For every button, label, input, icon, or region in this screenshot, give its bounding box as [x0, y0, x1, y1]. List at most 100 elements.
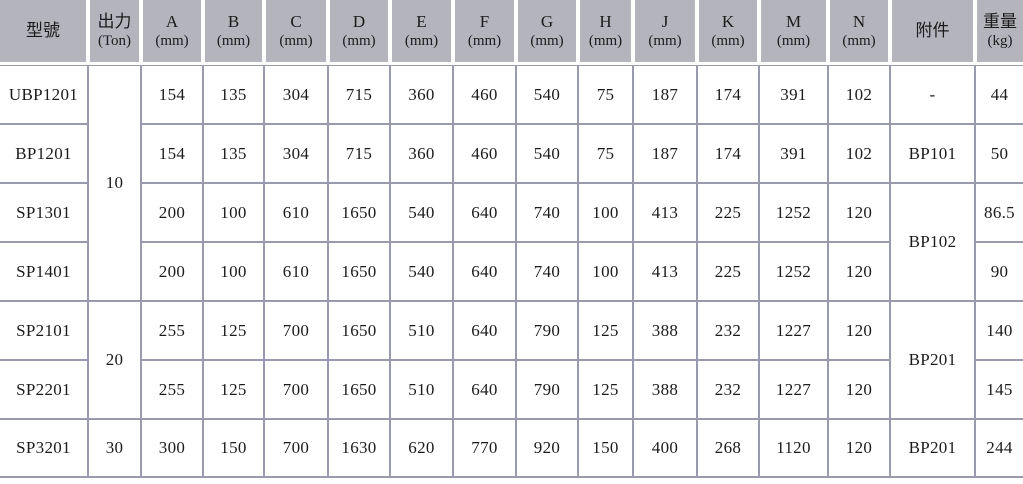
column-header-label: E	[416, 12, 427, 31]
table-cell: 1120	[759, 419, 828, 478]
column-header-unit: (Ton)	[97, 33, 132, 50]
column-header-label: C	[290, 12, 302, 31]
table-cell: 140	[975, 301, 1023, 360]
table-cell: 1227	[759, 301, 828, 360]
column-header-2: A (mm)	[141, 0, 203, 65]
table-cell: 20	[88, 301, 141, 419]
model-cell: BP1201	[0, 124, 88, 183]
table-cell: 120	[828, 301, 890, 360]
column-header-10: J (mm)	[633, 0, 697, 65]
table-cell: 120	[828, 242, 890, 301]
table-cell: 700	[264, 301, 328, 360]
table-cell: 30	[88, 419, 141, 478]
table-cell: 300	[141, 419, 203, 478]
column-header-label: H	[599, 12, 612, 31]
table-row-4: SP2101 20 255 125 700 1650 510 640 790 125 388 232 1…	[0, 301, 1023, 419]
table-cell: 150	[203, 419, 264, 478]
column-header-15: 重量 (kg)	[975, 0, 1023, 65]
table-cell: 1650	[328, 242, 390, 301]
table-cell: 75	[578, 124, 633, 183]
table-cell: 360	[390, 65, 453, 124]
table-cell: 413	[633, 183, 697, 242]
table-cell: 100	[578, 183, 633, 242]
column-header-3: B (mm)	[203, 0, 264, 65]
column-header-label: A	[165, 12, 179, 31]
column-header-unit: (mm)	[776, 33, 811, 50]
model-cell: SP2101	[0, 301, 88, 360]
table-cell: 610	[264, 183, 328, 242]
column-header-label: 型號	[26, 21, 60, 41]
table-cell: BP101	[890, 124, 975, 183]
column-header-unit: (mm)	[279, 33, 313, 50]
table-row-5: SP2201 255 125 700 1650 510 640 790 125 388 232 122…	[0, 360, 1023, 419]
table-cell: 391	[759, 124, 828, 183]
table-cell: 174	[697, 65, 759, 124]
column-header-label: B	[227, 12, 240, 31]
table-cell: 187	[633, 124, 697, 183]
table-cell: 100	[203, 183, 264, 242]
table-cell: BP201	[890, 301, 975, 419]
column-header-11: K (mm)	[697, 0, 759, 65]
table-cell: 700	[264, 419, 328, 478]
column-header-unit: (mm)	[216, 33, 251, 50]
column-header-12: M (mm)	[759, 0, 828, 65]
column-header-label: D	[352, 12, 366, 31]
table-cell: 413	[633, 242, 697, 301]
table-cell: 510	[390, 301, 453, 360]
table-cell: 540	[516, 124, 578, 183]
table-cell: 1630	[328, 419, 390, 478]
table-cell: 135	[203, 124, 264, 183]
column-header-label: M	[785, 12, 802, 31]
table-cell: 50	[975, 124, 1023, 183]
table-cell: 388	[633, 301, 697, 360]
column-header-0: 型號	[0, 0, 88, 65]
table-cell: 360	[390, 124, 453, 183]
table-cell: 540	[390, 183, 453, 242]
table-cell: 255	[141, 301, 203, 360]
spec-table-header: 型號 出力 (Ton) A (mm) B (mm) C (mm) D (mm) E (mm) F (mm) G…	[0, 0, 1023, 65]
table-cell: 154	[141, 124, 203, 183]
table-cell: 232	[697, 360, 759, 419]
table-cell: 304	[264, 124, 328, 183]
table-cell: 102	[828, 65, 890, 124]
column-header-unit: (kg)	[987, 33, 1013, 50]
column-header-7: F (mm)	[453, 0, 516, 65]
table-row-2: SP1301 200 100 610 1650 540 640 740 100 413 225 125…	[0, 183, 1023, 301]
table-cell: 75	[578, 65, 633, 124]
column-header-unit: (mm)	[467, 33, 502, 50]
table-cell: 125	[578, 301, 633, 360]
table-cell: 1252	[759, 242, 828, 301]
table-cell: 10	[88, 65, 141, 301]
table-cell: 200	[141, 183, 203, 242]
table-cell: 400	[633, 419, 697, 478]
table-cell: 44	[975, 65, 1023, 124]
header-row: 型號 出力 (Ton) A (mm) B (mm) C (mm) D (mm) E (mm) F (mm) G…	[0, 0, 1023, 65]
table-cell: 187	[633, 65, 697, 124]
table-cell: 391	[759, 65, 828, 124]
table-cell: 700	[264, 360, 328, 419]
table-cell: 244	[975, 419, 1023, 478]
table-cell: 510	[390, 360, 453, 419]
column-header-14: 附件	[890, 0, 975, 65]
table-row-3: SP1401 200 100 610 1650 540 640 740 100 413 225 125…	[0, 242, 1023, 301]
table-row-6: SP3201 30 300 150 700 1630 620 770 920 150 400 268 1…	[0, 419, 1023, 478]
table-cell: 790	[516, 360, 578, 419]
column-header-label: 附件	[915, 21, 950, 41]
table-cell: 640	[453, 242, 516, 301]
table-cell: 540	[390, 242, 453, 301]
model-cell: SP2201	[0, 360, 88, 419]
table-cell: 740	[516, 242, 578, 301]
column-header-9: H (mm)	[578, 0, 633, 65]
table-cell: 200	[141, 242, 203, 301]
column-header-1: 出力 (Ton)	[88, 0, 141, 65]
table-cell: 770	[453, 419, 516, 478]
table-cell: 100	[578, 242, 633, 301]
column-header-label: G	[540, 12, 554, 31]
table-cell: BP102	[890, 183, 975, 301]
table-cell: 150	[578, 419, 633, 478]
table-cell: 1252	[759, 183, 828, 242]
table-cell: -	[890, 65, 975, 124]
column-header-unit: (mm)	[648, 33, 682, 50]
table-cell: 154	[141, 65, 203, 124]
